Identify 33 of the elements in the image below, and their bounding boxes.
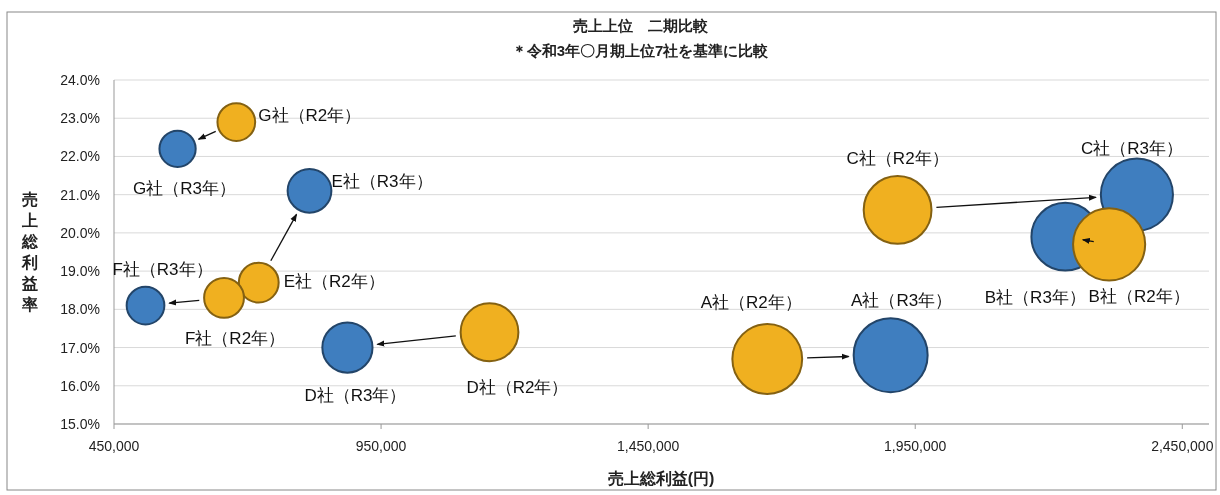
x-tick-label: 1,950,000: [884, 438, 947, 454]
data-label: B社（R2年）: [1088, 287, 1190, 307]
data-label: E社（R2年）: [283, 271, 385, 291]
data-label: G社（R2年）: [258, 106, 362, 126]
x-tick-label: 950,000: [355, 438, 407, 454]
data-label: C社（R3年）: [1080, 138, 1183, 158]
data-label: D社（R3年）: [304, 385, 407, 405]
y-tick-label: 17.0%: [60, 339, 100, 356]
chart-subtitle: ＊令和3年〇月期上位7社を基準に比較: [511, 42, 770, 59]
x-tick-label: 1,450,000: [617, 438, 680, 454]
x-tick-label: 450,000: [88, 438, 140, 454]
data-label: B社（R3年）: [984, 287, 1086, 307]
y-tick-label: 24.0%: [60, 72, 100, 88]
y-tick-label: 21.0%: [60, 186, 100, 203]
data-label: A社（R3年）: [851, 291, 953, 311]
y-tick-label: 20.0%: [60, 224, 100, 241]
data-label: F社（R3年）: [112, 259, 213, 279]
x-axis-title: 売上総利益(円): [607, 470, 715, 487]
data-label: G社（R3年）: [133, 178, 237, 198]
x-tick-label: 2,450,000: [1151, 438, 1214, 454]
y-tick-label: 23.0%: [60, 110, 100, 127]
y-tick-label: 15.0%: [60, 416, 100, 432]
y-tick-label: 18.0%: [60, 301, 100, 318]
data-label: A社（R2年）: [700, 293, 802, 313]
data-label: D社（R2年）: [466, 378, 569, 398]
y-tick-label: 22.0%: [60, 148, 100, 165]
y-axis-title: 売上総利益率: [21, 191, 39, 313]
data-label: E社（R3年）: [331, 171, 433, 191]
data-label: C社（R2年）: [846, 148, 949, 168]
chart-title: 売上上位 二期比較: [572, 17, 709, 34]
data-label: F社（R2年）: [184, 328, 286, 348]
y-tick-label: 19.0%: [60, 263, 100, 280]
y-tick-label: 16.0%: [60, 377, 100, 394]
